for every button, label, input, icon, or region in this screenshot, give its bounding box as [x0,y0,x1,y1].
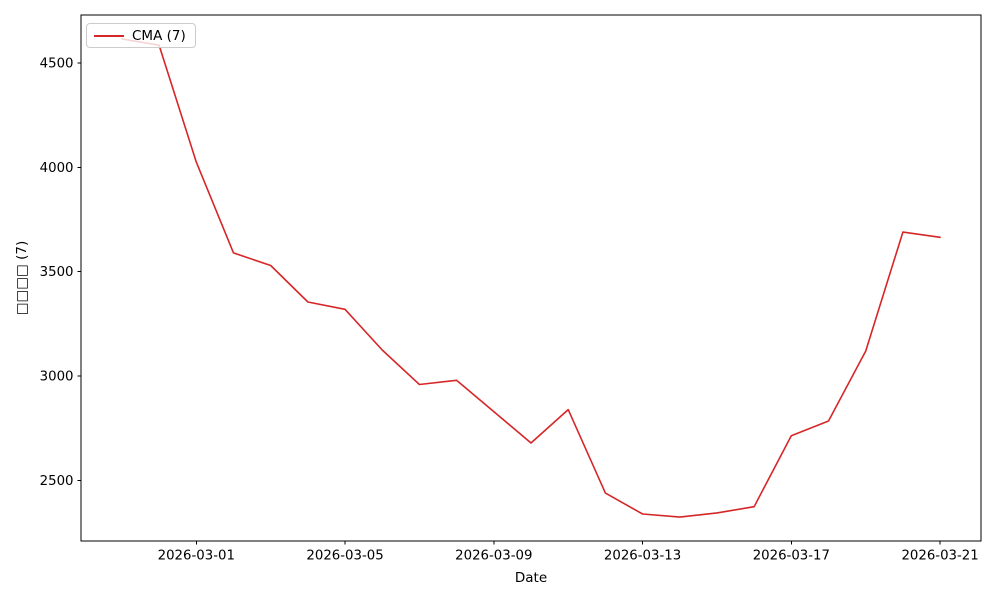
x-tick-label: 2026-03-13 [604,549,681,564]
y-tick-label: 4000 [40,161,74,176]
legend-line-sample-icon [94,34,124,37]
plot-border [80,14,982,542]
y-tick-label: 4500 [40,56,74,71]
legend-label: CMA (7) [132,27,186,44]
y-tick-label: 3500 [40,265,74,280]
y-tick-label: 3000 [40,370,74,385]
x-tick-label: 2026-03-17 [753,549,830,564]
series-line [121,38,941,518]
legend: CMA (7) [86,23,196,48]
x-tick-label: 2026-03-21 [901,549,978,564]
x-tick-label: 2026-03-09 [455,549,532,564]
y-tick-label: 2500 [40,474,74,489]
x-tick-label: 2026-03-01 [158,549,235,564]
x-tick-label: 2026-03-05 [306,549,383,564]
y-axis-label: □□□□ (7) [14,240,30,316]
x-axis-label: Date [514,570,548,586]
